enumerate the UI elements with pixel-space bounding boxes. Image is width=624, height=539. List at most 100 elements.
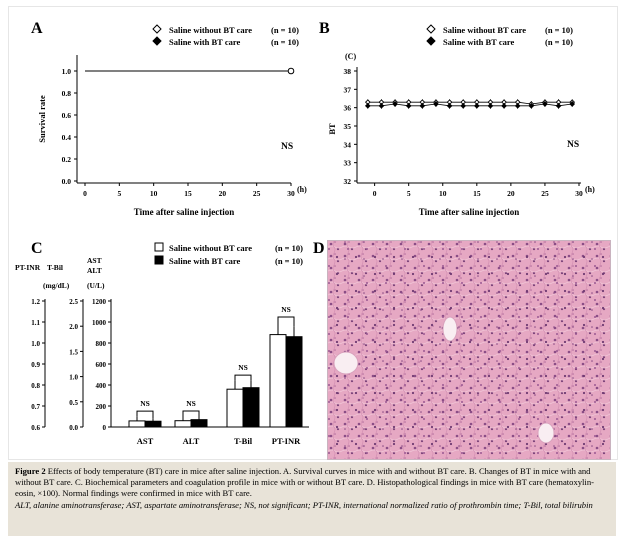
central-vein [442,316,458,342]
panel-b-legend-n-1: (n = 10) [545,25,573,35]
significance-bracket [136,410,154,419]
histology-image [327,240,611,460]
significance-bracket [182,410,200,416]
x-tick-label: 25 [253,189,261,198]
panel-c-legend-label-1: Saline without BT care [169,243,252,253]
panel-a-x-label: Time after saline injection [134,207,234,217]
y-tick-label: 1.1 [31,319,40,327]
panel-b-y-ticks: 32 33 34 35 36 37 38 [344,67,357,186]
ns-label: NS [238,363,248,372]
y-tick-label: 0.6 [31,424,40,432]
panel-a-legend-label-1: Saline without BT care [169,25,252,35]
panel-c-header-alt: ALT [87,266,102,275]
x-tick-label: 20 [507,189,515,198]
category-label: PT-INR [272,436,301,446]
panel-a: A Saline without BT care (n = 10) Saline… [31,20,307,217]
y-tick-label: 2.0 [69,323,78,331]
panel-b-x-unit: (h) [585,185,595,194]
y-tick-label: 0.8 [62,89,72,98]
panel-d-letter: D [313,240,325,257]
panel-c-bars: NS AST NS ALT NS T-Bil NS PT-INR [128,305,303,446]
significance-bracket [234,374,252,381]
panel-c-tbil-unit: (mg/dL) [43,281,70,290]
y-tick-label: 38 [344,67,352,76]
y-tick-label: 1.0 [62,67,72,76]
x-tick-label: 10 [150,189,158,198]
panel-b-legend: Saline without BT care (n = 10) Saline w… [426,24,573,47]
central-vein [333,351,359,375]
panel-c-legend: Saline without BT care (n = 10) Saline w… [154,242,303,266]
bt-point-filled [378,102,385,109]
x-tick-label: 0 [373,189,377,198]
x-tick-label: 20 [219,189,227,198]
y-tick-label: 0.9 [31,361,40,369]
y-tick-label: 2.5 [69,298,78,306]
panel-a-legend-n-2: (n = 10) [271,37,299,47]
bt-point-filled [392,101,398,107]
bt-point-filled [419,102,426,109]
bt-point-filled [446,102,453,109]
category-label: T-Bil [234,436,253,446]
bt-point-filled [528,102,535,109]
panel-a-y-label: Survival rate [37,95,47,143]
figure-caption: Figure 2 Effects of body temperature (BT… [8,462,616,536]
x-tick-label: 30 [287,189,295,198]
y-tick-label: 32 [344,177,352,186]
legend-open-diamond-marker [426,24,436,34]
legend-filled-diamond-marker [152,36,162,46]
panel-a-letter: A [31,20,43,37]
panel-a-series [85,67,295,75]
panel-a-x-ticks: 0 5 10 15 20 25 30 [83,183,295,198]
bar-with-bt-care [190,419,208,428]
y-tick-label: 0.2 [62,155,72,164]
panel-b: B Saline without BT care (n = 10) Saline… [319,20,595,217]
caption-figure-number: Figure 2 [15,466,46,476]
bar-with-bt-care [285,336,303,428]
panel-a-y-ticks: 0.0 0.2 0.4 0.6 0.8 1.0 [62,67,77,186]
y-tick-label: 33 [344,159,352,168]
category-label: AST [137,436,154,446]
panel-b-series [364,99,576,109]
y-tick-label: 0 [103,424,107,432]
y-tick-label: 35 [344,122,352,131]
bar-with-bt-care [242,387,260,428]
y-tick-label: 0.5 [69,399,78,407]
survival-end-marker [287,67,295,75]
y-tick-label: 1200 [92,298,107,306]
bar-without-bt-care [226,388,244,428]
x-tick-label: 15 [473,189,481,198]
category-label: ALT [183,436,200,446]
panel-b-legend-label-2: Saline with BT care [443,37,514,47]
x-tick-label: 10 [439,189,447,198]
y-tick-label: 0.8 [31,382,40,390]
y-tick-label: 1.0 [69,374,78,382]
legend-open-square-marker [154,242,164,252]
panel-b-letter: B [319,20,330,37]
ns-label: NS [186,399,196,408]
y-tick-label: 1.0 [31,340,40,348]
panel-c-ast-unit: (U/L) [87,281,105,290]
legend-filled-square-marker [154,255,164,265]
bt-point-filled [405,102,412,109]
y-tick-label: 200 [96,403,107,411]
y-tick-label: 800 [96,340,107,348]
legend-open-diamond-marker [152,24,162,34]
bt-series-line [367,101,573,105]
bt-point-filled [460,102,467,109]
bt-point-filled [514,102,521,109]
panel-b-x-ticks: 0 5 10 15 20 25 30 [373,183,583,198]
y-tick-label: 34 [344,140,352,149]
bt-point-filled [542,101,548,107]
y-tick-label: 1.5 [69,348,78,356]
ns-label: NS [140,399,150,408]
panel-a-x-unit: (h) [297,185,307,194]
caption-abbreviations: ALT, alanine aminotransferase; AST, aspa… [15,499,593,510]
y-tick-label: 0.0 [69,424,78,432]
bt-point-filled [569,101,576,107]
x-tick-label: 0 [83,189,87,198]
panel-c-ticks: 0.6 0.7 0.8 0.9 1.0 1.1 1.2 0.0 0.5 1.0 1.5 2.0 2.5 0… [31,298,111,432]
panel-c-header-ptinr: PT-INR [15,263,41,272]
panel-a-legend: Saline without BT care (n = 10) Saline w… [152,24,299,47]
panel-c: C Saline without BT care (n = 10) Saline… [15,240,309,446]
bt-series-line [367,103,573,107]
